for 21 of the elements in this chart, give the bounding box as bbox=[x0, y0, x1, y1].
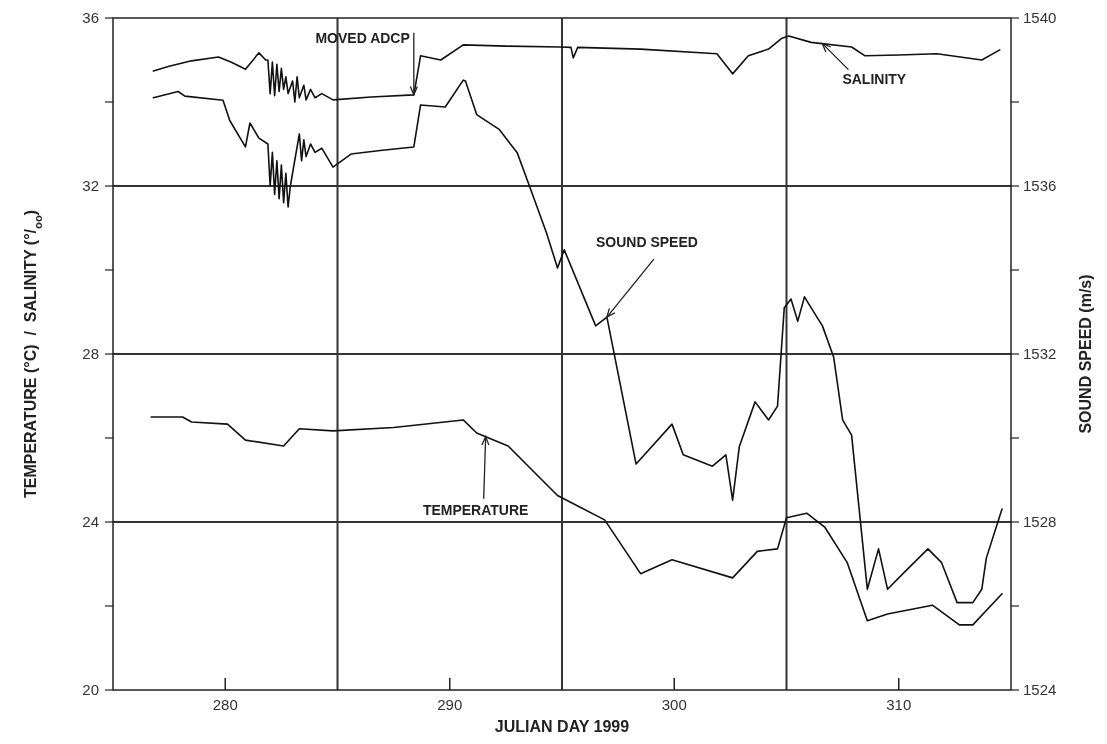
line-series bbox=[150, 416, 1003, 626]
annotation: SOUND SPEED bbox=[595, 234, 698, 251]
y-tick-label: 20 bbox=[82, 681, 99, 698]
y-tick-label: 36 bbox=[82, 9, 99, 26]
y2-tick-label: 1528 bbox=[1023, 513, 1057, 530]
y2-tick-label: 1536 bbox=[1023, 177, 1057, 194]
y2-axis-title: SOUND SPEED (m/s) bbox=[1077, 274, 1094, 434]
x-tick-label: 290 bbox=[437, 696, 463, 713]
y2-tick-label: 1540 bbox=[1023, 9, 1057, 26]
y-tick-label: 28 bbox=[82, 345, 99, 362]
y-tick-label: 24 bbox=[82, 513, 99, 530]
y2-tick-label: 1524 bbox=[1023, 681, 1057, 698]
x-axis-title: JULIAN DAY 1999 bbox=[494, 718, 630, 735]
annotation: TEMPERATURE bbox=[422, 501, 529, 518]
x-tick-label: 310 bbox=[886, 696, 912, 713]
y2-tick-label: 1532 bbox=[1023, 345, 1057, 362]
line-series bbox=[152, 35, 1001, 103]
annotation: SALINITY bbox=[842, 70, 907, 87]
y-tick-label: 32 bbox=[82, 177, 99, 194]
x-tick-label: 280 bbox=[212, 696, 238, 713]
x-tick-label: 300 bbox=[661, 696, 687, 713]
